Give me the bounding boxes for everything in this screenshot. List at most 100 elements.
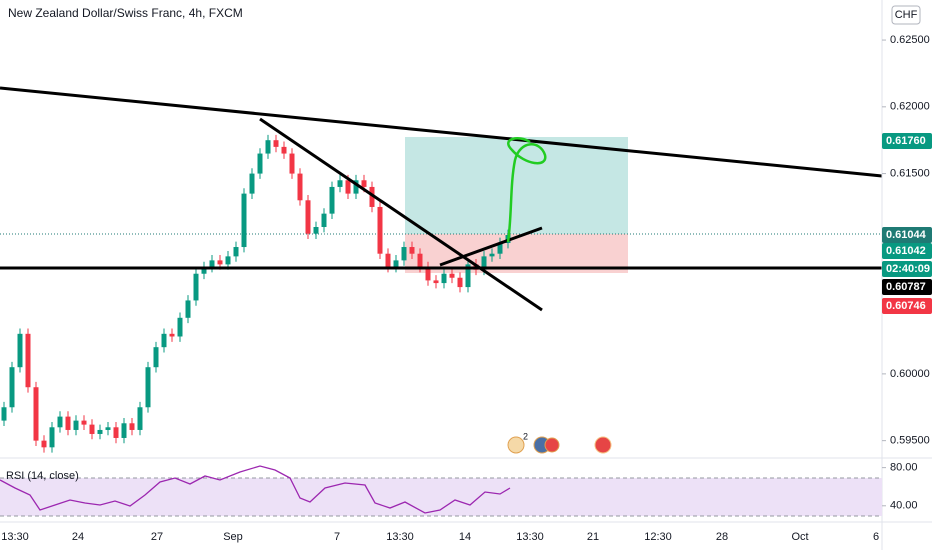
price-tag xyxy=(882,279,932,295)
candle-body xyxy=(49,427,55,448)
candle-body xyxy=(89,424,95,434)
price-tick-label: 0.61500 xyxy=(890,167,930,179)
candle-body xyxy=(185,300,191,318)
candle-body xyxy=(121,423,127,438)
time-tick-label: Oct xyxy=(791,531,808,543)
candle-body xyxy=(385,253,391,268)
time-tick-label: Sep xyxy=(223,531,243,543)
candle-body xyxy=(353,180,359,194)
currency-label: CHF xyxy=(895,9,918,21)
candle-body xyxy=(225,256,231,265)
rsi-line xyxy=(0,465,511,514)
candle-body xyxy=(1,407,7,421)
candle-body xyxy=(129,423,135,430)
candle-body xyxy=(65,416,71,430)
candle-body xyxy=(345,180,351,194)
time-tick-label: 24 xyxy=(72,531,84,543)
rsi-band xyxy=(0,478,882,516)
trendline xyxy=(0,86,883,178)
candle-body xyxy=(417,253,423,268)
time-tick-label: 27 xyxy=(151,531,163,543)
candle-body xyxy=(145,367,151,408)
candle-body xyxy=(305,200,311,234)
trendline xyxy=(439,226,543,267)
candle-body xyxy=(313,226,319,234)
event-icon[interactable] xyxy=(544,437,560,453)
candle-body xyxy=(249,173,255,194)
candle-body xyxy=(33,387,39,441)
candle-body xyxy=(489,253,495,257)
candle-body xyxy=(433,280,439,284)
currency-button[interactable] xyxy=(891,5,921,25)
price-tag xyxy=(882,227,932,243)
rsi-title: RSI (14, close) xyxy=(6,470,79,482)
candle-body xyxy=(497,243,503,254)
candles xyxy=(1,134,511,453)
candle-body xyxy=(9,367,15,408)
projection-sketch xyxy=(506,137,547,243)
candle-body xyxy=(177,317,183,337)
price-tag-label: 0.61044 xyxy=(886,229,927,241)
candle-body xyxy=(465,264,471,288)
time-tick-label: 7 xyxy=(334,531,340,543)
candle-body xyxy=(17,333,23,368)
candle-body xyxy=(369,186,375,207)
price-tag xyxy=(882,261,932,277)
rsi-tick-label: 40.00 xyxy=(890,500,918,512)
price-tag xyxy=(882,243,932,259)
candle-body xyxy=(425,267,431,281)
time-tick-label: 13:30 xyxy=(386,531,414,543)
candle-body xyxy=(457,277,463,288)
event-icon[interactable] xyxy=(507,436,525,454)
candle-body xyxy=(41,440,47,448)
candle-body xyxy=(137,407,143,430)
candle-body xyxy=(449,273,455,278)
time-tick-label: 13:30 xyxy=(1,531,29,543)
price-tag-label: 0.60746 xyxy=(886,300,926,312)
time-tick-label: 6 xyxy=(873,531,879,543)
event-count: 2 xyxy=(523,431,528,441)
candle-body xyxy=(113,427,119,438)
rsi-tick-label: 80.00 xyxy=(890,462,918,474)
candle-body xyxy=(241,193,247,248)
candle-body xyxy=(289,153,295,174)
time-tick-label: 12:30 xyxy=(644,531,672,543)
candle-body xyxy=(25,333,31,388)
candle-body xyxy=(81,420,87,425)
candle-body xyxy=(105,427,111,430)
time-tick-label: 21 xyxy=(587,531,599,543)
candle-body xyxy=(281,146,287,154)
candle-body xyxy=(161,333,167,348)
price-tick-label: 0.60000 xyxy=(890,368,930,380)
candle-body xyxy=(441,273,447,284)
price-tick-label: 0.62500 xyxy=(890,34,930,46)
candle-body xyxy=(481,256,487,270)
candle-body xyxy=(401,247,407,261)
price-tag-label: 02:40:09 xyxy=(886,263,930,275)
chart-title: New Zealand Dollar/Swiss Franc, 4h, FXCM xyxy=(8,6,243,20)
candle-body xyxy=(153,347,159,368)
candle-body xyxy=(361,180,367,187)
candle-body xyxy=(233,247,239,257)
target-zone xyxy=(405,137,628,234)
price-tag xyxy=(882,298,932,314)
candle-body xyxy=(97,429,103,434)
candle-body xyxy=(377,206,383,254)
candle-body xyxy=(193,273,199,301)
price-tag xyxy=(882,133,932,149)
candle-body xyxy=(257,153,263,174)
event-icon[interactable] xyxy=(594,436,612,454)
price-tick-label: 0.62000 xyxy=(890,101,930,113)
candle-body xyxy=(393,260,399,268)
price-tag-label: 0.61760 xyxy=(886,135,926,147)
price-tick-label: 0.59500 xyxy=(890,435,930,447)
price-tag-label: 0.60787 xyxy=(886,281,926,293)
time-tick-label: 14 xyxy=(459,531,471,543)
candle-body xyxy=(329,186,335,214)
candle-body xyxy=(209,260,215,268)
time-tick-label: 28 xyxy=(716,531,728,543)
candle-body xyxy=(273,140,279,147)
candle-body xyxy=(73,420,79,430)
candle-body xyxy=(409,247,415,254)
